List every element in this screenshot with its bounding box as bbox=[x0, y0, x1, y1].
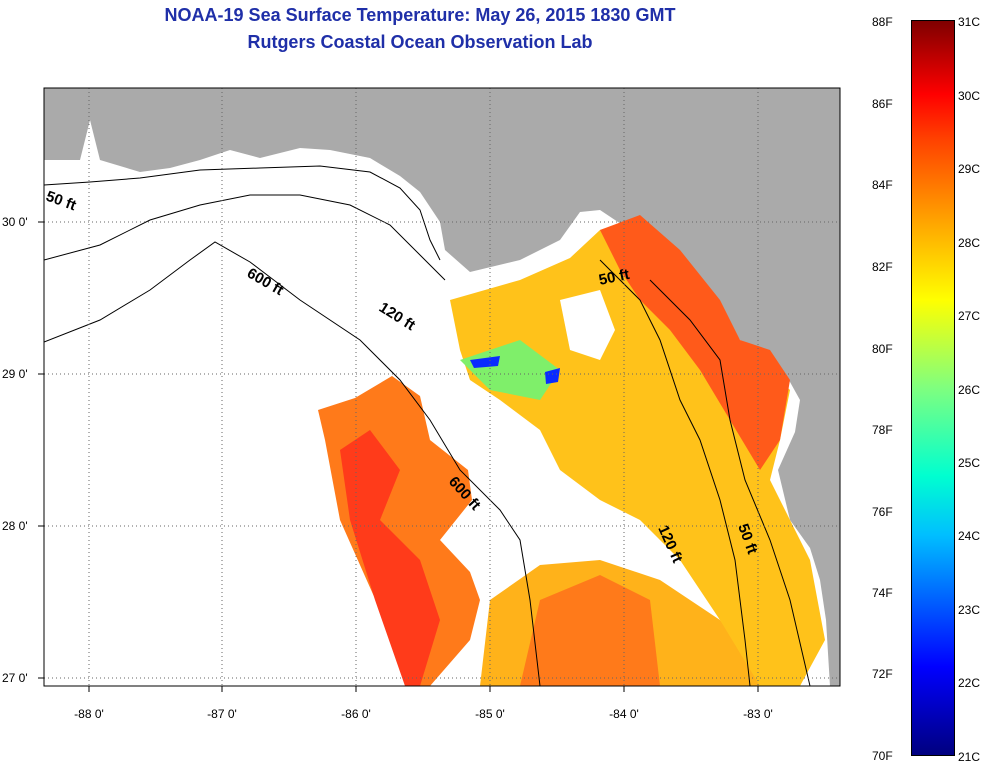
graticule bbox=[44, 88, 840, 686]
x-tick-label: -84 0' bbox=[609, 707, 639, 721]
x-tick-label: -86 0' bbox=[341, 707, 371, 721]
sst-region-cold-spot bbox=[470, 356, 500, 368]
sst-region-shelf bbox=[450, 220, 825, 686]
contour-50ft-east-line bbox=[649, 279, 811, 686]
x-tick-label: -85 0' bbox=[475, 707, 505, 721]
colorbar-f-label: 80F bbox=[872, 342, 893, 356]
colorbar-f-label: 88F bbox=[872, 15, 893, 29]
contour-600ft-line bbox=[44, 241, 541, 686]
contour-50ft-line bbox=[44, 165, 441, 261]
contour-120ft-line bbox=[44, 194, 751, 686]
colorbar-c-label: 21C bbox=[958, 750, 981, 764]
contour-label-50ft-east: 50 ft bbox=[597, 266, 631, 289]
colorbar-f-label: 74F bbox=[872, 586, 893, 600]
colorbar-c-label: 28C bbox=[958, 236, 981, 250]
colorbar-f-label: 86F bbox=[872, 97, 893, 111]
sst-region-west-hot bbox=[340, 430, 440, 686]
colorbar-f-label: 82F bbox=[872, 260, 893, 274]
colorbar-c-label: 30C bbox=[958, 89, 981, 103]
colorbar-f-label: 70F bbox=[872, 749, 893, 763]
map-title: NOAA-19 Sea Surface Temperature: May 26,… bbox=[164, 5, 676, 25]
colorbar-c-label: 24C bbox=[958, 529, 981, 543]
colorbar-c-label: 27C bbox=[958, 309, 981, 323]
sst-region-south-hot bbox=[520, 575, 660, 686]
sst-region-cold-spot2 bbox=[545, 368, 560, 384]
colorbar-c-label: 29C bbox=[958, 162, 981, 176]
y-tick-label: 30 0' bbox=[2, 215, 28, 229]
colorbar-c-label: 25C bbox=[958, 456, 981, 470]
sst-region-gap bbox=[560, 290, 615, 360]
colorbar-f-label: 78F bbox=[872, 423, 893, 437]
colorbar-f-label: 76F bbox=[872, 505, 893, 519]
colorbar-c-label: 22C bbox=[958, 676, 981, 690]
temperature-colorbar bbox=[911, 20, 955, 756]
sst-region-cool bbox=[460, 340, 560, 400]
colorbar-f-label: 72F bbox=[872, 667, 893, 681]
y-tick-label: 28 0' bbox=[2, 519, 28, 533]
sst-region-gap2 bbox=[430, 410, 560, 500]
map-frame bbox=[43, 87, 841, 687]
y-tick-label: 29 0' bbox=[2, 367, 28, 381]
x-tick-label: -83 0' bbox=[743, 707, 773, 721]
colorbar-c-label: 26C bbox=[958, 383, 981, 397]
x-tick-label: -87 0' bbox=[207, 707, 237, 721]
map-subtitle: Rutgers Coastal Ocean Observation Lab bbox=[247, 32, 593, 52]
colorbar-f-label: 84F bbox=[872, 178, 893, 192]
frame-ticks bbox=[38, 221, 759, 692]
colorbar-c-label: 31C bbox=[958, 15, 981, 29]
colorbar-c-label: 23C bbox=[958, 603, 981, 617]
sst-region-coastal-hot bbox=[600, 215, 790, 470]
x-tick-label: -88 0' bbox=[74, 707, 104, 721]
y-tick-label: 27 0' bbox=[2, 671, 28, 685]
